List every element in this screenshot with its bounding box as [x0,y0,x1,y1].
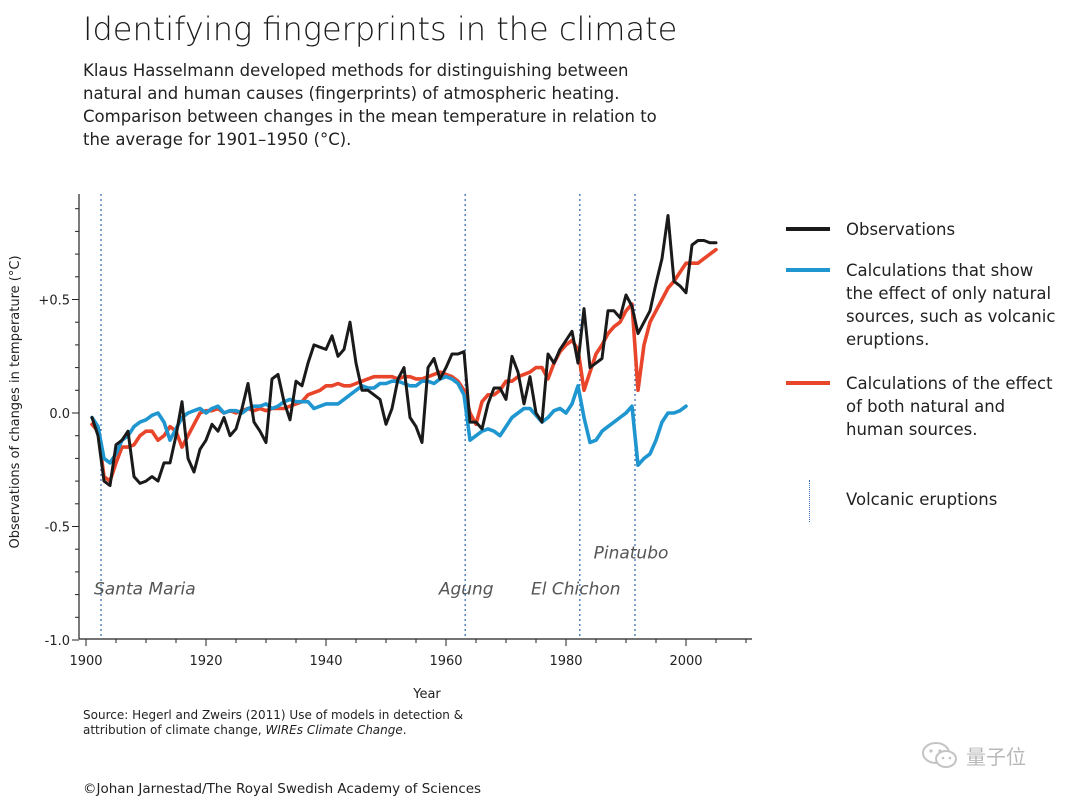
source-line-2-prefix: attribution of climate change, [83,723,266,737]
x-tick-label: 1940 [309,654,342,669]
x-tick-label: 1980 [549,654,582,669]
x-tick-label: 2000 [669,654,702,669]
temperature-chart: +0.5 0.0 -0.5 -1.0 1900 1920 1940 1960 1980 2000 Y… [8,194,752,702]
chart-subtitle: Klaus Hasselmann developed methods for d… [83,59,683,151]
legend-label-observations: Observations [846,220,956,239]
watermark: 量子位 [920,740,1026,770]
y-tick-label: 0.0 [49,407,70,422]
chart-title: Identifying fingerprints in the climate [83,10,678,48]
y-tick-label: +0.5 [38,294,70,309]
x-tick-label: 1900 [69,654,102,669]
legend-swatch-observations [786,227,830,231]
legend-swatch-natural [786,268,830,272]
legend-item-combined: Calculations of the effect of both natur… [786,372,1061,441]
legend-label-volcanic: Volcanic eruptions [846,490,998,509]
volcanic-eruption-label: El Chichon [531,580,621,600]
source-journal: WIREs Climate Change [265,723,403,737]
legend-label-combined: Calculations of the effect of both natur… [846,374,1053,439]
source-line-2: attribution of climate change, WIREs Cli… [83,723,503,738]
legend-swatch-combined [786,381,830,385]
subtitle-line: Comparison between changes in the mean t… [83,107,657,126]
wechat-icon [922,742,957,768]
source-line-1: Source: Hegerl and Zweirs (2011) Use of … [83,708,464,722]
y-axis-title: Observations of changes in temperature (… [8,255,23,548]
x-tick-label: 1920 [189,654,222,669]
subtitle-line: Klaus Hasselmann developed methods for d… [83,61,629,80]
x-axis-title: Year [412,687,441,702]
legend-swatch-volcanic [786,480,830,522]
volcanic-eruption-label: Santa Maria [94,580,196,600]
series-line-natural [90,374,688,468]
legend-item-natural: Calculations that show the effect of onl… [786,259,1061,351]
subtitle-line: the average for 1901–1950 (°C). [83,130,352,149]
source-line-2-suffix: . [402,723,407,737]
y-tick-label: -0.5 [45,521,70,536]
volcanic-eruption-label: Pinatubo [594,543,669,563]
legend-item-volcanic: Volcanic eruptions [786,480,1061,522]
legend-item-observations: Observations [786,218,1061,241]
watermark-text: 量子位 [966,744,1026,769]
subtitle-line: natural and human causes (fingerprints) … [83,84,620,103]
series-line-observations [90,214,718,488]
y-tick-label: -1.0 [45,634,70,649]
legend-label-natural: Calculations that show the effect of onl… [846,261,1056,349]
source-note: Source: Hegerl and Zweirs (2011) Use of … [83,708,503,738]
x-tick-label: 1960 [429,654,462,669]
copyright: ©Johan Jarnestad/The Royal Swedish Acade… [83,781,482,797]
volcanic-eruption-label: Agung [438,580,494,600]
